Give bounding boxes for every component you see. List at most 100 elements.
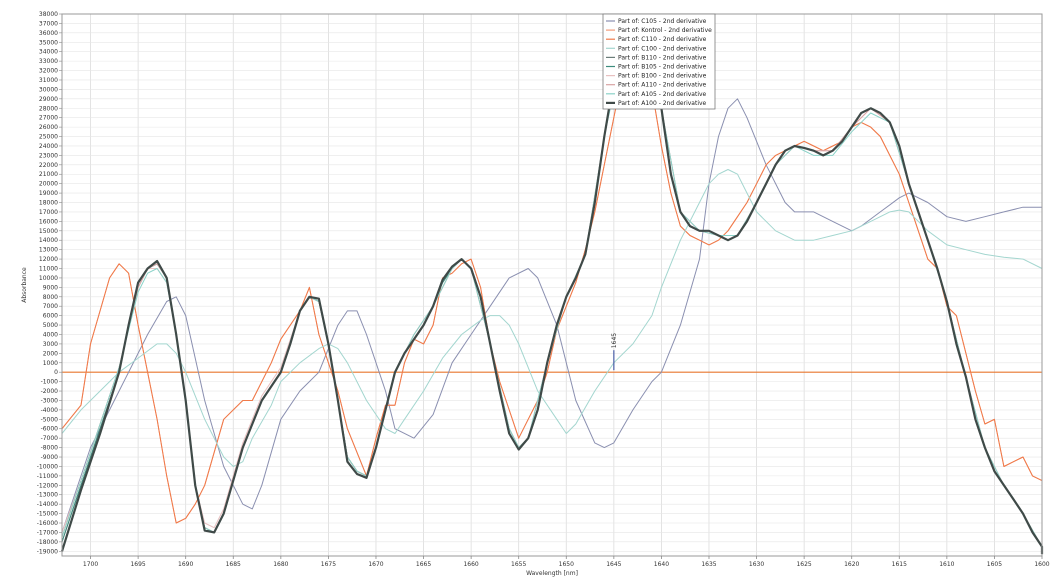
x-tick-label: 1700: [83, 561, 98, 568]
x-tick-label: 1645: [606, 561, 621, 568]
legend-entry: Part of: A100 - 2nd derivative: [618, 100, 707, 107]
axes: 1700 1695 1690 1685 1680 1675 1670 1665 1660 1655…: [37, 11, 1050, 568]
y-tick-label: -12000: [37, 482, 58, 489]
y-tick-label: -19000: [37, 548, 58, 555]
legend-entry: Part of: B100 - 2nd derivative: [618, 73, 707, 80]
y-tick-label: 26000: [39, 124, 58, 131]
y-tick-label: 27000: [39, 115, 58, 122]
y-tick-label: -13000: [37, 492, 58, 499]
y-tick-label: 16000: [39, 218, 58, 225]
y-tick-label: -5000: [41, 416, 59, 423]
y-tick-label: -17000: [37, 529, 58, 536]
x-tick-label: 1680: [273, 561, 288, 568]
y-tick-label: 28000: [39, 105, 58, 112]
y-tick-label: 34000: [39, 49, 58, 56]
series-line-part-of-a100-2nd-derivative: [60, 26, 1044, 555]
y-tick-label: 36000: [39, 30, 58, 37]
y-tick-label: -18000: [37, 539, 58, 546]
y-tick-label: 30000: [39, 86, 58, 93]
x-axis-title: Wavelength [nm]: [526, 570, 578, 577]
legend-entry: Part of: A105 - 2nd derivative: [618, 91, 707, 98]
y-tick-label: 23000: [39, 152, 58, 159]
legend: Part of: C105 - 2nd derivative Part of: K…: [602, 13, 716, 110]
y-tick-label: -1000: [41, 379, 59, 386]
y-tick-label: 35000: [39, 39, 58, 46]
y-tick-label: -16000: [37, 520, 58, 527]
y-tick-label: 8000: [43, 294, 58, 301]
y-tick-label: -11000: [37, 473, 58, 480]
x-tick-label: 1625: [796, 561, 811, 568]
x-tick-label: 1675: [321, 561, 336, 568]
x-tick-label: 1615: [892, 561, 907, 568]
legend-entry: Part of: B105 - 2nd derivative: [618, 64, 707, 71]
x-tick-label: 1665: [416, 561, 431, 568]
y-tick-label: 5000: [43, 322, 58, 329]
y-tick-label: 6000: [43, 313, 58, 320]
y-tick-label: -6000: [41, 426, 59, 433]
y-tick-label: 0: [54, 369, 58, 376]
x-tick-label: 1600: [1034, 561, 1049, 568]
x-tick-label: 1690: [178, 561, 193, 568]
plot-frame: [61, 13, 1043, 557]
y-tick-label: 11000: [39, 266, 58, 273]
y-tick-label: 29000: [39, 96, 58, 103]
x-tick-label: 1610: [939, 561, 954, 568]
legend-entry: Part of: Kontrol - 2nd derivative: [618, 27, 712, 34]
annotation-label: 1645: [611, 333, 618, 348]
y-tick-label: 20000: [39, 181, 58, 188]
y-tick-label: -9000: [41, 454, 59, 461]
series-layer: [60, 26, 1044, 556]
y-tick-label: 9000: [43, 284, 58, 291]
y-tick-label: 2000: [43, 350, 58, 357]
x-tick-label: 1620: [844, 561, 859, 568]
series-line-part-of-c100-2nd-derivative: [61, 169, 1043, 467]
x-tick-label: 1630: [749, 561, 764, 568]
y-tick-label: 33000: [39, 58, 58, 65]
y-tick-label: 37000: [39, 20, 58, 27]
y-tick-label: 22000: [39, 162, 58, 169]
y-tick-label: -7000: [41, 435, 59, 442]
x-tick-label: 1650: [559, 561, 574, 568]
y-tick-label: -2000: [41, 388, 59, 395]
y-tick-label: 17000: [39, 209, 58, 216]
y-tick-label: 10000: [39, 275, 58, 282]
y-tick-label: 7000: [43, 303, 58, 310]
x-tick-label: 1695: [130, 561, 145, 568]
y-axis-title: Absorbance: [21, 267, 28, 303]
y-tick-label: -14000: [37, 501, 58, 508]
y-tick-label: 24000: [39, 143, 58, 150]
x-tick-label: 1605: [987, 561, 1002, 568]
legend-box: [602, 13, 716, 110]
y-tick-label: 18000: [39, 200, 58, 207]
y-tick-label: -3000: [41, 397, 59, 404]
y-tick-label: 19000: [39, 190, 58, 197]
annotations: 1645: [611, 333, 618, 371]
y-tick-label: -15000: [37, 511, 58, 518]
y-tick-label: 25000: [39, 134, 58, 141]
y-tick-label: -10000: [37, 463, 58, 470]
x-tick-label: 1670: [368, 561, 383, 568]
y-tick-label: 3000: [43, 341, 58, 348]
x-tick-label: 1640: [654, 561, 669, 568]
y-tick-label: 32000: [39, 68, 58, 75]
y-tick-label: -4000: [41, 407, 59, 414]
legend-entry: Part of: B110 - 2nd derivative: [618, 54, 707, 61]
y-tick-label: 12000: [39, 256, 58, 263]
x-tick-label: 1685: [226, 561, 241, 568]
y-tick-label: 21000: [39, 171, 58, 178]
y-tick-label: 14000: [39, 237, 58, 244]
y-tick-label: 1000: [43, 360, 58, 367]
y-tick-label: 38000: [39, 11, 58, 18]
y-tick-label: 4000: [43, 331, 58, 338]
legend-entry: Part of: C105 - 2nd derivative: [618, 18, 707, 25]
y-tick-label: 31000: [39, 77, 58, 84]
y-tick-label: 13000: [39, 247, 58, 254]
legend-entry: Part of: A110 - 2nd derivative: [618, 82, 707, 89]
x-tick-label: 1635: [701, 561, 716, 568]
series-line-part-of-c110-2nd-derivative: [61, 55, 1043, 524]
y-tick-label: -8000: [41, 445, 59, 452]
x-tick-label: 1655: [511, 561, 526, 568]
